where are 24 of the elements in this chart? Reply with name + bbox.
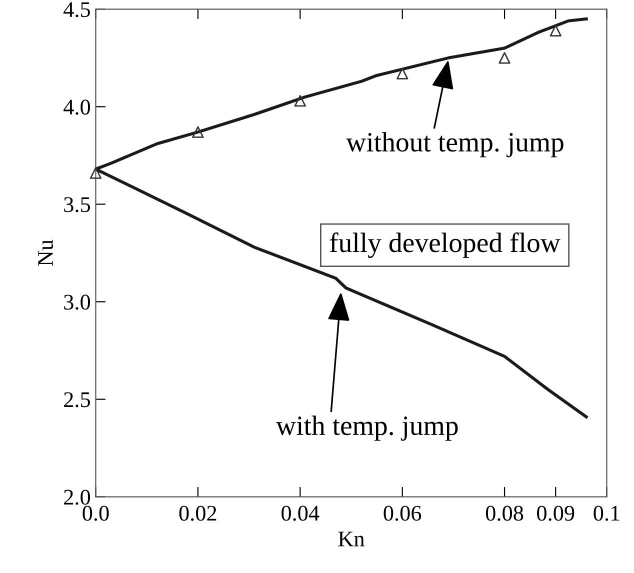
- y-tick-label: 2.0: [64, 490, 90, 505]
- point: [192, 126, 204, 138]
- x-tick-label: 0.09: [537, 506, 574, 521]
- point: [90, 167, 102, 179]
- y-tick-label: 4.0: [64, 100, 90, 115]
- x-tick-label: 0.0: [82, 506, 109, 521]
- x-tick-label: 0.04: [282, 506, 320, 521]
- x-tick-label: 0.06: [384, 506, 422, 521]
- point: [294, 94, 306, 107]
- y-tick-label: 4.5: [64, 2, 90, 18]
- y-axis-title: Nu: [38, 240, 54, 266]
- point: [396, 68, 408, 80]
- x-axis-title: Kn: [338, 532, 364, 546]
- annotation: fully developed flow: [330, 232, 560, 258]
- point: [550, 24, 562, 36]
- x-tick-label: 0.1: [594, 506, 620, 521]
- y-tick-label: 3.5: [64, 197, 90, 212]
- y-tick-label: 2.5: [64, 392, 90, 408]
- annotation: with temp. jump: [276, 416, 458, 441]
- x-tick-label: 0.02: [179, 506, 216, 521]
- y-tick-label: 3.0: [64, 294, 90, 310]
- point: [498, 52, 510, 64]
- x-tick-label: 0.08: [486, 506, 524, 521]
- annotation: without temp. jump: [346, 132, 564, 158]
